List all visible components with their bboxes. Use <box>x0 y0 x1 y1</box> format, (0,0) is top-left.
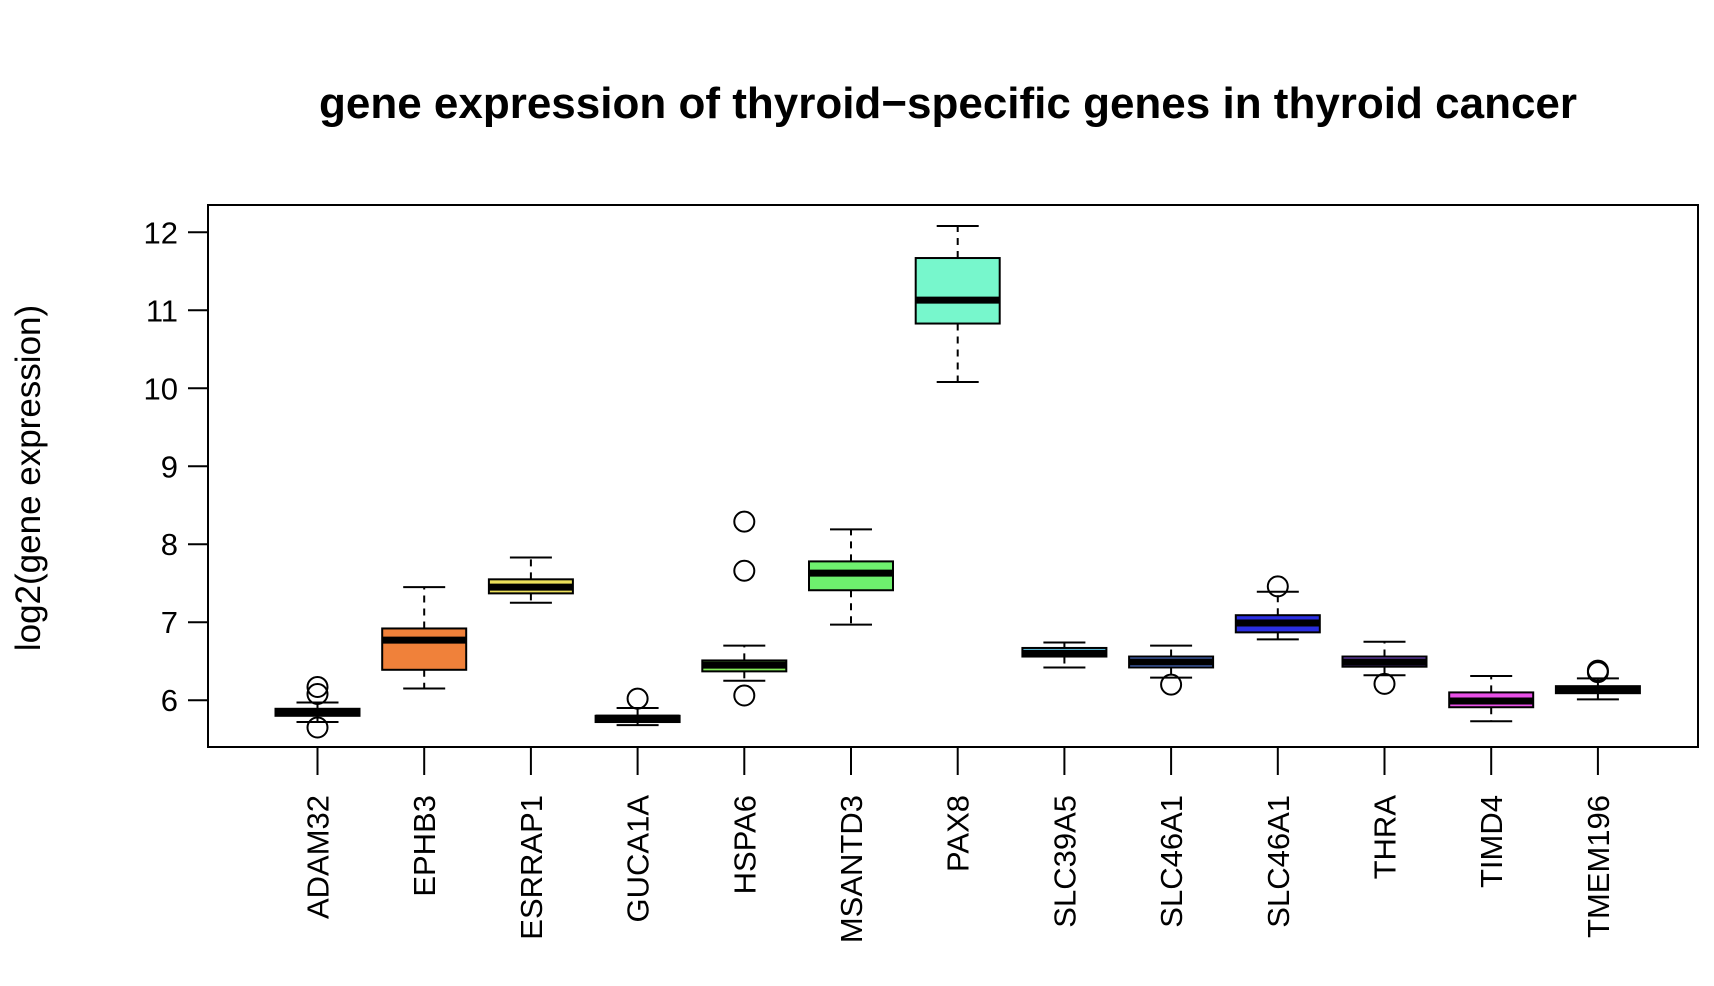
outlier-point <box>306 716 329 739</box>
y-tick-label: 11 <box>146 293 178 328</box>
outlier-point <box>733 684 756 707</box>
y-axis: 6 7 8 9 10 11 12 <box>144 215 208 718</box>
box-msantd3 <box>808 528 894 626</box>
x-tick-label: TMEM196 <box>1581 795 1616 938</box>
boxes-group <box>274 225 1641 739</box>
box-pax8 <box>914 225 1001 384</box>
box-esrrap1 <box>487 556 574 604</box>
x-tick-label: SLC39A5 <box>1047 795 1082 928</box>
outlier-point <box>733 559 756 582</box>
x-tick-label: HSPA6 <box>727 795 762 894</box>
outlier-point <box>306 682 329 705</box>
x-tick-label: PAX8 <box>941 795 976 872</box>
x-tick-label: ADAM32 <box>301 795 336 919</box>
x-tick-label: MSANTD3 <box>834 795 869 943</box>
x-tick-label: TIMD4 <box>1474 795 1509 888</box>
outlier-point <box>733 510 756 533</box>
box-timd4 <box>1448 675 1535 723</box>
x-tick-label: SLC46A1 <box>1261 795 1296 928</box>
y-tick-label: 12 <box>144 215 178 250</box>
x-tick-label: GUCA1A <box>621 795 656 923</box>
box-thra <box>1341 640 1428 695</box>
y-tick-label: 8 <box>161 527 178 562</box>
box-slc46a1 <box>1234 575 1321 641</box>
plot-frame <box>207 204 1699 748</box>
y-tick-label: 7 <box>161 605 178 640</box>
box-hspa6 <box>701 510 788 707</box>
y-tick-label: 10 <box>144 371 178 406</box>
y-tick-label: 9 <box>161 449 178 484</box>
outlier-point <box>306 675 329 698</box>
x-axis: ADAM32 EPHB3 ESRRAP1 GUCA1A HSPA6 MSANTD3 PAX8… <box>301 747 1616 943</box>
x-tick-label: THRA <box>1368 795 1403 880</box>
y-axis-label: log2(gene expression) <box>9 305 48 651</box>
box-tmem196 <box>1554 659 1641 701</box>
box-rect <box>914 257 1001 325</box>
box-ephb3 <box>381 586 468 690</box>
y-tick-label: 6 <box>161 683 178 718</box>
outlier-point <box>1266 575 1289 598</box>
outlier-point <box>1160 673 1183 696</box>
box-rect <box>381 627 468 671</box>
box-adam32 <box>274 675 361 739</box>
box-slc39a5 <box>1021 641 1108 669</box>
box-guca1a <box>594 687 681 727</box>
x-tick-label: SLC46A1 <box>1154 795 1189 928</box>
x-tick-label: ESRRAP1 <box>514 795 549 940</box>
outlier-point <box>626 687 649 710</box>
chart-title: gene expression of thyroid−specific gene… <box>319 79 1577 128</box>
x-tick-label: EPHB3 <box>407 795 442 897</box>
outlier-point <box>1586 661 1609 684</box>
box-slc46a1 <box>1128 644 1215 696</box>
outlier-point <box>1373 672 1396 695</box>
